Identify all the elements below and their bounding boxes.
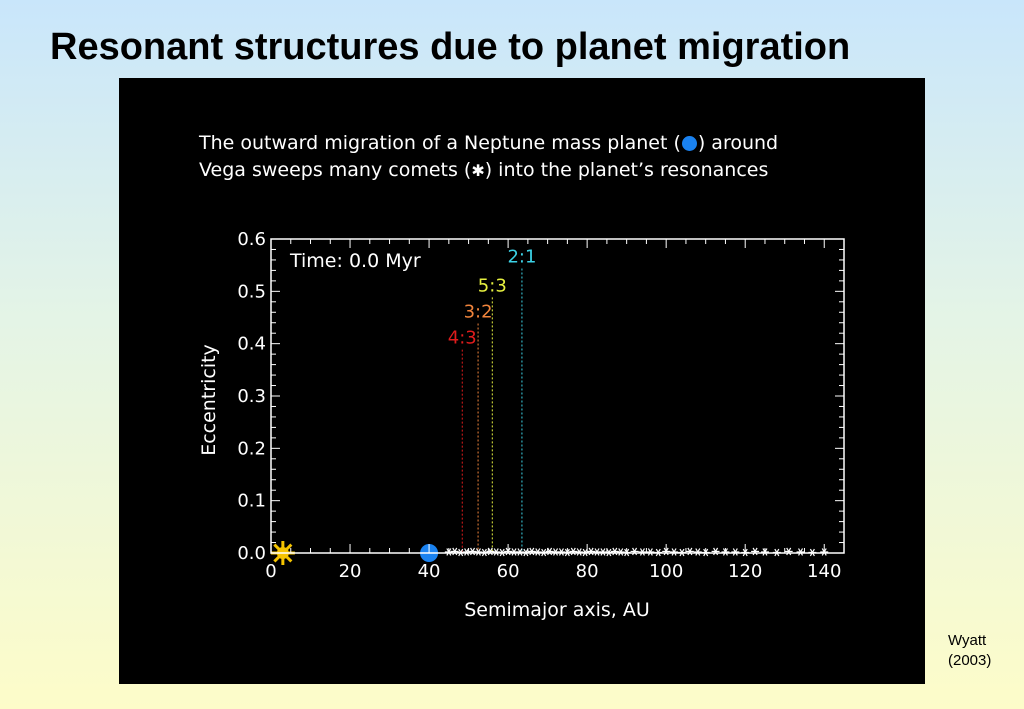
- y-tick-label: 0.5: [237, 281, 266, 302]
- planet-legend-icon: [681, 136, 697, 151]
- comet-point: [630, 547, 639, 556]
- comet-point: [450, 547, 459, 556]
- plot-area-border: [270, 238, 845, 554]
- comet-legend-icon: ✱: [471, 161, 485, 180]
- y-tick-label: 0.6: [237, 229, 266, 250]
- figure-panel: The outward migration of a Neptune mass …: [119, 78, 925, 684]
- figure-caption: The outward migration of a Neptune mass …: [199, 130, 778, 184]
- y-axis-label: Eccentricity: [198, 344, 220, 456]
- comet-point: [796, 548, 805, 556]
- x-tick-label: 80: [576, 561, 599, 582]
- y-tick-label: 0.0: [237, 543, 266, 564]
- y-tick-label: 0.2: [237, 438, 266, 459]
- x-tick-label: 20: [339, 561, 362, 582]
- x-axis-label: Semimajor axis, AU: [464, 599, 650, 621]
- y-tick-label: 0.3: [237, 386, 266, 407]
- comet-point: [685, 547, 694, 556]
- x-tick-label: 40: [418, 561, 441, 582]
- slide-title: Resonant structures due to planet migrat…: [50, 26, 851, 68]
- y-tick-label: 0.1: [237, 491, 266, 512]
- caption-line-1-start: The outward migration of a Neptune mass …: [199, 132, 681, 154]
- caption-line-2-end: ) into the planet’s resonances: [484, 159, 769, 181]
- resonance-label: 3:2: [464, 302, 493, 323]
- caption-line-1-end: ) around: [697, 132, 779, 154]
- eccentricity-chart: 4:3 3:2 5:32:1 0 20 40 60 80 100 120 140 0.0 0.1 0.2…: [198, 229, 845, 621]
- x-tick-label: 60: [497, 561, 520, 582]
- x-tick-label: 100: [649, 561, 683, 582]
- comet-point: [670, 548, 679, 556]
- y-tick-label: 0.4: [237, 334, 266, 355]
- comet-point: [646, 548, 655, 556]
- resonance-label: 4:3: [448, 328, 477, 349]
- caption-line-2-start: Vega sweeps many comets (: [199, 159, 472, 181]
- comet-point: [751, 547, 760, 556]
- figure-credit: Wyatt (2003): [948, 631, 991, 671]
- caption-line-2: Vega sweeps many comets (✱) into the pla…: [199, 157, 778, 184]
- resonance-label: 5:3: [478, 275, 507, 296]
- chart-marks: 4:3 3:2 5:32:1: [270, 247, 829, 565]
- axis-ticks: 0 20 40 60 80 100 120 140 0.0 0.1 0.2 0.3 0.4 0.5 0.6: [237, 229, 845, 582]
- plot-frame: [270, 238, 845, 554]
- comet-point: [711, 547, 720, 556]
- credit-year: (2003): [948, 652, 992, 669]
- caption-line-1: The outward migration of a Neptune mass …: [199, 130, 778, 157]
- x-tick-label: 0: [265, 561, 276, 582]
- x-tick-label: 120: [728, 561, 762, 582]
- comet-point: [693, 548, 702, 556]
- time-annotation: Time: 0.0 Myr: [289, 250, 421, 272]
- comet-point: [784, 547, 793, 556]
- resonance-label: 2:1: [507, 247, 536, 268]
- axis-labels: Semimajor axis, AU Eccentricity Time: 0.…: [198, 250, 650, 621]
- comet-point: [731, 548, 740, 556]
- credit-author: Wyatt: [948, 632, 987, 649]
- x-tick-label: 140: [807, 561, 841, 582]
- comet-point: [638, 548, 647, 556]
